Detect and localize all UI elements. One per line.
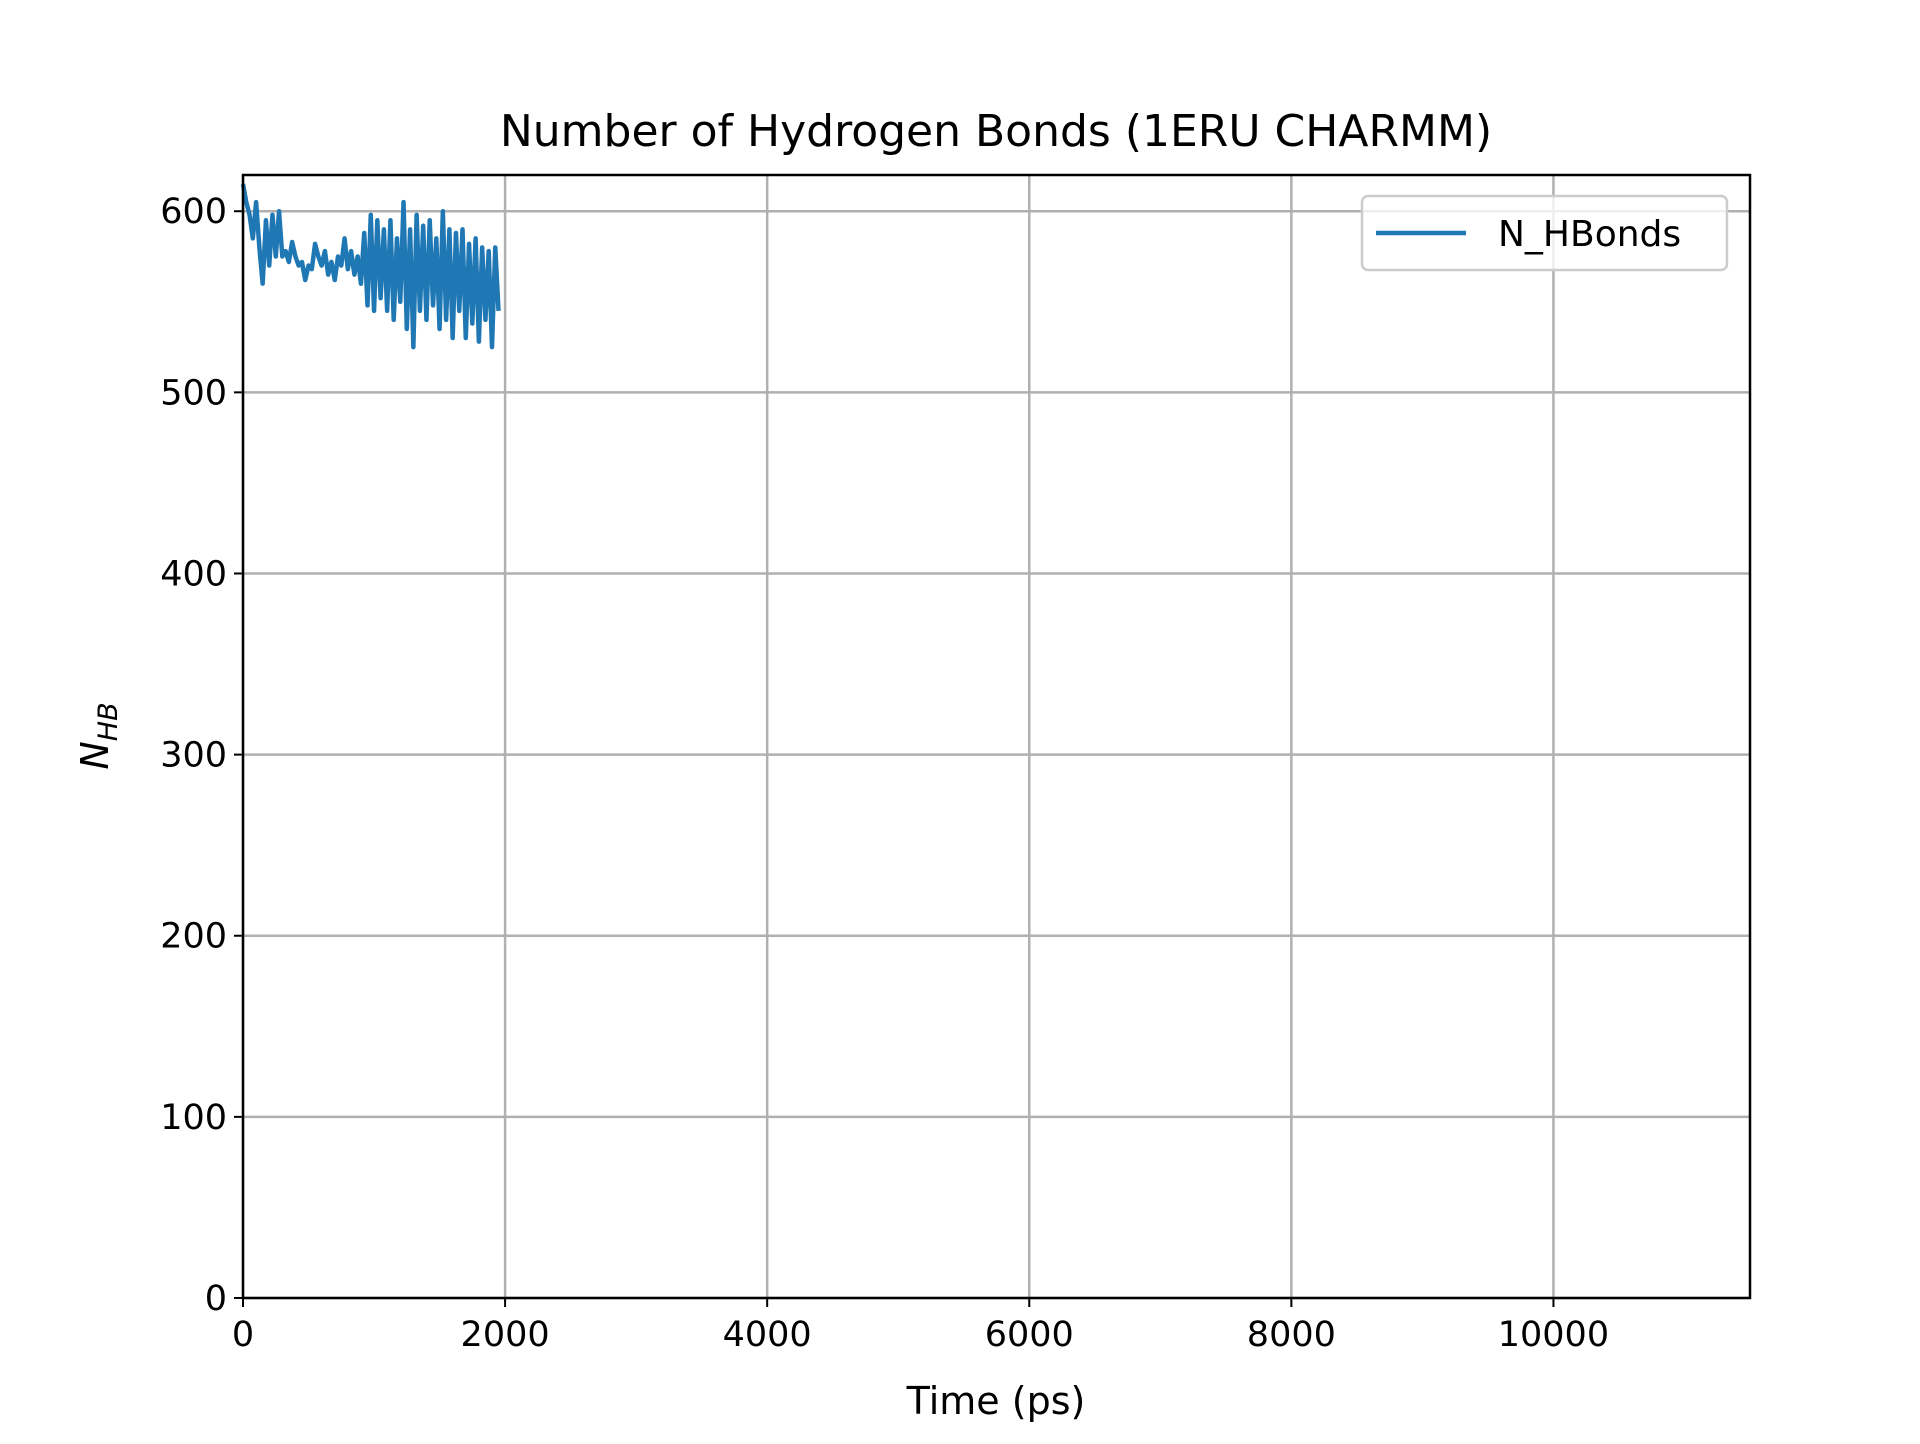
y-tick-label: 600 — [160, 192, 227, 232]
chart-title: Number of Hydrogen Bonds (1ERU CHARMM) — [500, 106, 1492, 157]
x-axis-label: Time (ps) — [906, 1379, 1086, 1423]
legend-box — [1360, 194, 1729, 272]
x-tick-label: 2000 — [461, 1315, 550, 1355]
legend: N_HBonds — [1360, 194, 1729, 272]
legend-label: N_HBonds — [1498, 214, 1681, 255]
x-tick-label: 8000 — [1247, 1315, 1336, 1355]
y-tick-label: 0 — [205, 1279, 227, 1319]
y-tick-label: 100 — [160, 1098, 227, 1138]
plot-frame — [241, 173, 1752, 1300]
data-line — [240, 183, 501, 350]
y-axis-label-main: N — [73, 741, 117, 769]
x-tick-label: 0 — [232, 1315, 254, 1355]
y-tick-label: 400 — [160, 554, 227, 594]
y-tick-label: 300 — [160, 736, 227, 776]
x-tick-label: 4000 — [723, 1315, 812, 1355]
y-tick-label: 200 — [160, 917, 227, 957]
x-tick-label: 6000 — [985, 1315, 1074, 1355]
y-axis-label-subscript: HB — [93, 702, 124, 741]
y-tick-label: 500 — [160, 373, 227, 413]
y-axis-label: NHB — [73, 702, 124, 769]
x-tick-label: 10000 — [1498, 1315, 1609, 1355]
